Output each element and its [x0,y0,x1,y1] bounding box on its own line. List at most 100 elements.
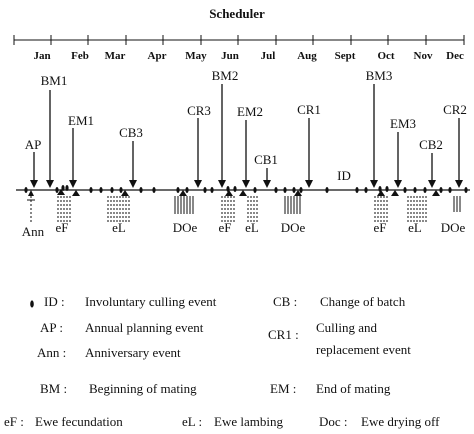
arrowhead [305,180,313,188]
culling-marker [283,187,287,193]
label-ap: AP [25,137,42,152]
culling-marker [203,187,207,193]
label-id: ID [337,168,351,183]
culling-marker [299,187,303,193]
cluster-marker [57,189,65,195]
arrowhead [263,180,271,188]
legend-ap-text: Annual planning event [85,320,204,335]
ewe-fecundation-cluster-2 [221,196,235,222]
cluster-marker [377,190,385,196]
arrowhead [242,180,250,188]
month-label: Jul [261,50,276,62]
month-label: Feb [71,50,89,62]
arrowhead [194,180,202,188]
month-label: Jan [33,50,50,62]
culling-marker [253,187,257,193]
label-cr3: CR3 [187,103,211,118]
label-doe-3: DOe [441,220,466,235]
event-arrows [33,84,460,181]
cluster-marker [28,190,34,196]
culling-event-markers [24,185,468,193]
arrowheads [30,180,463,188]
arrowhead [218,180,226,188]
month-label: Apr [148,50,167,62]
cluster-marker [391,190,399,196]
legend-bm-key: BM : [40,381,68,396]
ewe-drying-off-cluster-2 [284,196,301,214]
arrowhead [46,180,54,188]
ewe-drying-off-cluster-1 [174,196,194,214]
cluster-marker [239,190,247,196]
legend-ef-text: Ewe fecundation [35,414,123,429]
legend-cr-text-2: replacement event [316,342,411,357]
legend-id-key: ID : [44,294,65,309]
ewe-drying-off-cluster-3 [453,196,461,212]
event-cluster-markers [28,189,440,196]
legend-cr-key: CR1 : [268,327,299,342]
legend-el-key: eL : [182,414,203,429]
month-label: Jun [221,50,239,62]
legend-bm-text: Beginning of mating [89,381,197,396]
culling-marker [439,187,443,193]
legend-cb-text: Change of batch [320,294,406,309]
culling-marker [110,187,114,193]
culling-marker [325,187,329,193]
label-em1: EM1 [68,113,94,128]
cluster-marker [432,190,440,196]
culling-marker [65,185,69,191]
culling-marker [139,187,143,193]
culling-marker [99,187,103,193]
label-em3: EM3 [390,116,416,131]
bottom-event-labels: Ann eF eL DOe eF eL DOe eF eL DOe [22,220,466,239]
ewe-lambing-cluster-3 [407,196,427,222]
culling-marker [448,187,452,193]
ewe-lambing-cluster-1 [107,196,130,222]
label-cr2: CR2 [443,102,467,117]
month-label: Nov [414,50,433,62]
cluster-marker [121,190,129,196]
legend-ap-key: AP : [40,320,63,335]
label-el-3: eL [408,220,422,235]
label-ef-2: eF [219,220,232,235]
culling-marker [423,187,427,193]
label-doe-2: DOe [281,220,306,235]
label-doe-1: DOe [173,220,198,235]
cluster-marker [225,190,233,196]
culling-marker [385,186,389,192]
label-ef-1: eF [56,220,69,235]
culling-marker [464,187,468,193]
cluster-marker [294,190,302,196]
ewe-fecundation-cluster-1 [57,196,71,222]
legend-em-key: EM : [270,381,297,396]
label-em2: EM2 [237,104,263,119]
legend-ef-key: eF : [4,414,24,429]
cluster-marker [72,190,80,196]
month-label: Sept [335,50,356,62]
arrowhead [129,180,137,188]
culling-marker [210,187,214,193]
arrowhead [370,180,378,188]
label-cb1: CB1 [254,152,278,167]
legend-doc-key: Doc : [319,414,348,429]
label-cr1: CR1 [297,102,321,117]
arrowhead [30,180,38,188]
id-legend-marker [30,300,34,308]
legend-el-text: Ewe lambing [214,414,283,429]
arrowhead [455,180,463,188]
culling-marker [176,187,180,193]
arrowhead [428,180,436,188]
arrowhead [394,180,402,188]
month-label: Aug [297,50,317,62]
ewe-lambing-cluster-2 [247,196,258,222]
legend-ann-text: Anniversary event [85,345,181,360]
culling-marker [292,187,296,193]
label-cb2: CB2 [419,137,443,152]
label-bm3: BM3 [366,68,393,83]
culling-marker [274,187,278,193]
label-ann: Ann [22,224,45,239]
top-event-labels: BM1 EM1 AP CB3 CR3 BM2 EM2 CB1 CR1 ID BM… [25,68,467,183]
culling-marker [233,186,237,192]
month-scale [13,35,465,45]
